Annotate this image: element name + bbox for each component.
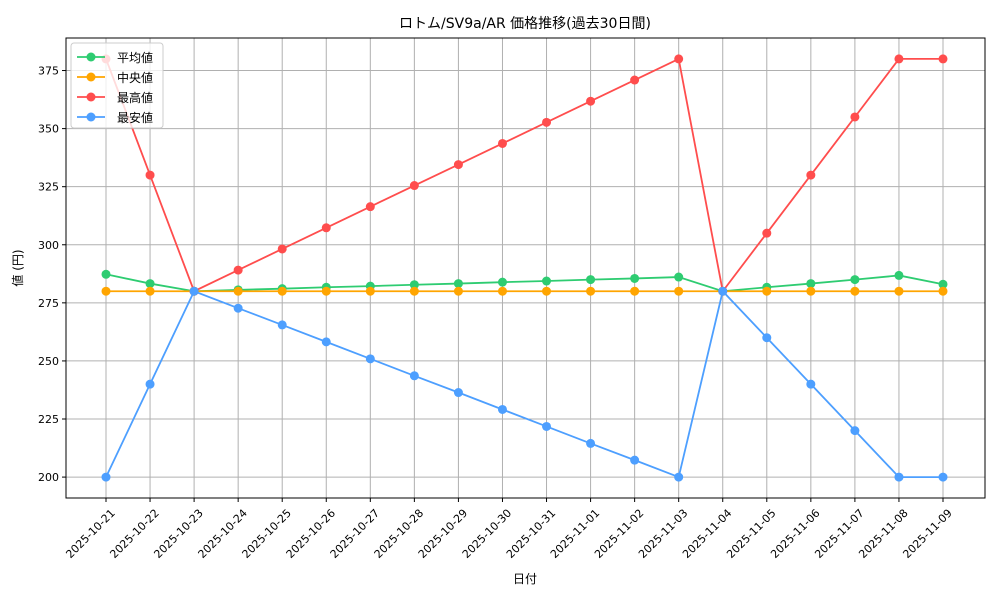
y-tick-label: 275 bbox=[38, 297, 59, 310]
data-point bbox=[453, 279, 463, 289]
data-point bbox=[409, 280, 419, 290]
chart-title: ロトム/SV9a/AR 価格推移(過去30日間) bbox=[399, 16, 651, 32]
data-point bbox=[762, 333, 772, 343]
y-tick-label: 350 bbox=[38, 123, 59, 136]
data-point bbox=[145, 286, 155, 296]
data-point bbox=[850, 426, 860, 436]
y-tick-label: 200 bbox=[38, 471, 59, 484]
x-axis-label: 日付 bbox=[513, 572, 537, 586]
data-point bbox=[630, 455, 640, 465]
data-point bbox=[321, 223, 331, 233]
data-point bbox=[894, 472, 904, 482]
y-axis-label: 値 (円) bbox=[10, 249, 25, 286]
series-line bbox=[105, 273, 944, 293]
data-point bbox=[938, 279, 948, 289]
data-point bbox=[894, 286, 904, 296]
series-2 bbox=[101, 54, 948, 296]
data-point bbox=[409, 371, 419, 381]
data-point bbox=[542, 421, 552, 431]
data-point bbox=[409, 286, 419, 296]
data-point bbox=[233, 303, 243, 313]
data-point bbox=[101, 286, 111, 296]
series-line bbox=[105, 57, 943, 294]
data-point bbox=[674, 286, 684, 296]
y-tick-label: 300 bbox=[38, 239, 59, 252]
data-point bbox=[938, 472, 948, 482]
plot-frame bbox=[65, 37, 986, 499]
data-point bbox=[674, 472, 684, 482]
data-point bbox=[497, 138, 507, 148]
legend-marker bbox=[86, 52, 96, 62]
data-point bbox=[145, 379, 155, 389]
data-point bbox=[674, 272, 684, 282]
data-point bbox=[762, 286, 772, 296]
data-point bbox=[762, 228, 772, 238]
data-point bbox=[453, 160, 463, 170]
data-point bbox=[806, 279, 816, 289]
data-point bbox=[938, 286, 948, 296]
data-point bbox=[145, 279, 155, 289]
data-point bbox=[189, 286, 199, 296]
data-point bbox=[586, 286, 596, 296]
data-point bbox=[233, 286, 243, 296]
legend-marker bbox=[86, 92, 96, 102]
data-point bbox=[894, 270, 904, 280]
y-tick-label: 250 bbox=[38, 355, 59, 368]
data-point bbox=[453, 388, 463, 398]
data-point bbox=[718, 286, 728, 296]
data-point bbox=[497, 286, 507, 296]
data-point bbox=[586, 438, 596, 448]
data-point bbox=[497, 404, 507, 414]
y-tick-label: 225 bbox=[38, 413, 59, 426]
data-point bbox=[938, 54, 948, 64]
y-tick-label: 325 bbox=[38, 181, 59, 194]
data-point bbox=[850, 275, 860, 285]
data-point bbox=[277, 320, 287, 330]
data-point bbox=[850, 286, 860, 296]
data-point bbox=[233, 265, 243, 275]
data-point bbox=[894, 54, 904, 64]
data-point bbox=[321, 337, 331, 347]
data-point bbox=[497, 277, 507, 287]
data-point bbox=[542, 117, 552, 127]
data-point bbox=[542, 276, 552, 286]
data-point bbox=[674, 54, 684, 64]
data-point bbox=[630, 273, 640, 283]
data-point bbox=[365, 202, 375, 212]
data-point bbox=[365, 286, 375, 296]
data-point bbox=[277, 244, 287, 254]
data-point bbox=[101, 472, 111, 482]
series-line bbox=[105, 289, 943, 479]
data-point bbox=[409, 181, 419, 191]
data-point bbox=[806, 286, 816, 296]
series-1 bbox=[101, 286, 948, 296]
series-3 bbox=[101, 286, 948, 482]
data-point bbox=[453, 286, 463, 296]
data-point bbox=[586, 275, 596, 285]
data-point bbox=[586, 96, 596, 106]
legend-marker bbox=[86, 72, 96, 82]
legend-label: 最安値 bbox=[117, 110, 153, 125]
legend-label: 中央値 bbox=[117, 70, 153, 85]
data-point bbox=[542, 286, 552, 296]
data-point bbox=[145, 170, 155, 180]
legend-label: 平均値 bbox=[117, 50, 153, 65]
data-point bbox=[101, 269, 111, 279]
data-point bbox=[806, 379, 816, 389]
data-point bbox=[630, 75, 640, 85]
data-point bbox=[321, 286, 331, 296]
data-point bbox=[277, 286, 287, 296]
legend-box bbox=[70, 42, 164, 129]
data-point bbox=[365, 354, 375, 364]
legend-marker bbox=[86, 112, 96, 122]
y-tick-label: 375 bbox=[38, 65, 59, 78]
legend-label: 最高値 bbox=[117, 90, 153, 105]
data-point bbox=[850, 112, 860, 122]
data-point bbox=[806, 170, 816, 180]
data-point bbox=[630, 286, 640, 296]
